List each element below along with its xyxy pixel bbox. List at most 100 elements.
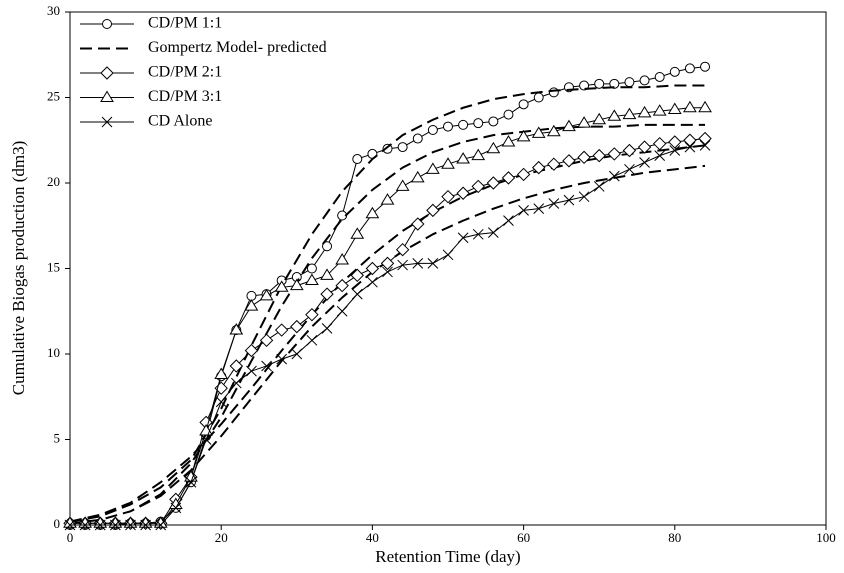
data-point xyxy=(365,206,380,219)
data-point xyxy=(622,143,637,158)
x-tick-label: 80 xyxy=(668,530,681,545)
data-point xyxy=(700,61,711,72)
data-point xyxy=(94,519,106,531)
data-point xyxy=(562,154,576,168)
data-point xyxy=(425,162,440,174)
data-point xyxy=(531,126,546,138)
data-point xyxy=(547,157,561,171)
data-point xyxy=(229,323,244,335)
data-point xyxy=(246,290,257,301)
data-point xyxy=(532,160,546,175)
data-point xyxy=(335,252,350,265)
data-point xyxy=(246,365,257,377)
legend-marker xyxy=(101,116,113,128)
y-tick-label: 30 xyxy=(47,3,60,18)
data-point xyxy=(427,258,439,269)
data-point xyxy=(608,170,620,182)
data-point xyxy=(289,278,304,291)
data-point xyxy=(456,186,470,200)
data-point xyxy=(503,109,514,120)
y-tick-label: 10 xyxy=(47,345,60,360)
data-point xyxy=(577,116,591,128)
data-point xyxy=(185,476,197,488)
data-point xyxy=(290,319,304,334)
data-point xyxy=(215,396,227,408)
data-point xyxy=(501,171,516,185)
data-point xyxy=(276,353,288,365)
data-point xyxy=(412,258,424,269)
legend-marker xyxy=(100,90,114,102)
data-point xyxy=(214,367,229,380)
data-point xyxy=(230,377,242,389)
data-point xyxy=(639,157,650,168)
data-point xyxy=(365,261,380,276)
data-point xyxy=(244,299,259,311)
legend-label: CD/PM 1:1 xyxy=(148,15,222,32)
data-point xyxy=(667,102,682,114)
data-point xyxy=(652,104,667,116)
legend-label: CD/PM 3:1 xyxy=(148,88,222,105)
data-point xyxy=(322,241,333,252)
data-point xyxy=(533,203,545,215)
data-point xyxy=(261,360,272,372)
data-point xyxy=(306,334,318,346)
data-point xyxy=(488,227,499,238)
data-point xyxy=(516,167,531,182)
legend-marker xyxy=(102,19,112,29)
data-point xyxy=(321,322,333,334)
data-point xyxy=(274,323,289,337)
data-point xyxy=(698,131,712,146)
data-point xyxy=(291,348,303,360)
data-point xyxy=(698,100,712,113)
data-point xyxy=(244,343,259,358)
data-point xyxy=(579,80,590,91)
data-point xyxy=(563,194,575,206)
x-tick-label: 100 xyxy=(816,530,836,545)
data-point xyxy=(410,170,425,183)
data-point xyxy=(684,141,696,153)
data-point xyxy=(350,227,365,239)
data-point xyxy=(518,99,529,110)
data-point xyxy=(155,519,167,531)
data-point xyxy=(486,141,501,154)
data-point xyxy=(592,112,607,125)
data-point xyxy=(352,154,363,165)
data-point xyxy=(472,228,484,240)
series-line xyxy=(70,107,706,524)
data-point xyxy=(624,163,635,175)
data-point xyxy=(320,268,334,280)
data-point xyxy=(397,259,408,271)
data-point xyxy=(684,63,695,74)
data-point xyxy=(624,77,635,88)
data-point xyxy=(427,124,438,135)
data-point xyxy=(259,288,274,301)
data-point xyxy=(516,129,531,142)
data-point xyxy=(443,121,453,132)
data-point xyxy=(518,205,529,216)
y-tick-label: 15 xyxy=(47,259,60,274)
data-point xyxy=(457,232,469,244)
data-point xyxy=(471,148,486,161)
data-point xyxy=(503,215,514,226)
data-point xyxy=(637,105,652,118)
data-point xyxy=(140,519,151,531)
data-point xyxy=(395,179,410,191)
data-point xyxy=(607,109,622,121)
data-point xyxy=(351,288,363,300)
data-point xyxy=(533,92,544,103)
data-point xyxy=(501,134,516,147)
data-point xyxy=(426,203,440,218)
data-point xyxy=(488,116,499,127)
data-point xyxy=(259,333,274,348)
data-point xyxy=(548,198,560,209)
data-point xyxy=(397,142,408,153)
data-point xyxy=(609,78,620,89)
data-point xyxy=(622,107,637,120)
data-point xyxy=(350,268,364,283)
data-point xyxy=(458,119,469,130)
data-point xyxy=(654,150,666,161)
x-tick-label: 0 xyxy=(67,530,74,545)
data-point xyxy=(669,145,681,156)
data-point xyxy=(652,136,667,151)
